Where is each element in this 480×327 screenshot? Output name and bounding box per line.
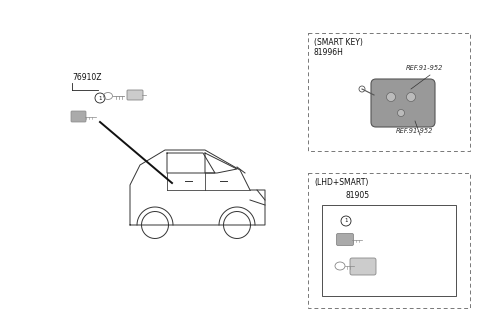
Text: 81996H: 81996H <box>314 48 344 57</box>
FancyBboxPatch shape <box>371 79 435 127</box>
FancyBboxPatch shape <box>71 111 86 122</box>
Text: 1: 1 <box>98 95 102 100</box>
Circle shape <box>386 93 396 101</box>
Text: 81905: 81905 <box>346 191 370 200</box>
Text: (SMART KEY): (SMART KEY) <box>314 38 363 47</box>
Text: 1: 1 <box>344 218 348 223</box>
FancyBboxPatch shape <box>336 233 353 246</box>
Text: REF.91-952: REF.91-952 <box>396 128 433 134</box>
Text: 76910Z: 76910Z <box>72 73 101 82</box>
FancyBboxPatch shape <box>350 258 376 275</box>
Circle shape <box>407 93 416 101</box>
Circle shape <box>397 110 405 116</box>
Text: REF.91-952: REF.91-952 <box>406 65 444 71</box>
FancyBboxPatch shape <box>127 90 143 100</box>
Text: (LHD+SMART): (LHD+SMART) <box>314 178 368 187</box>
